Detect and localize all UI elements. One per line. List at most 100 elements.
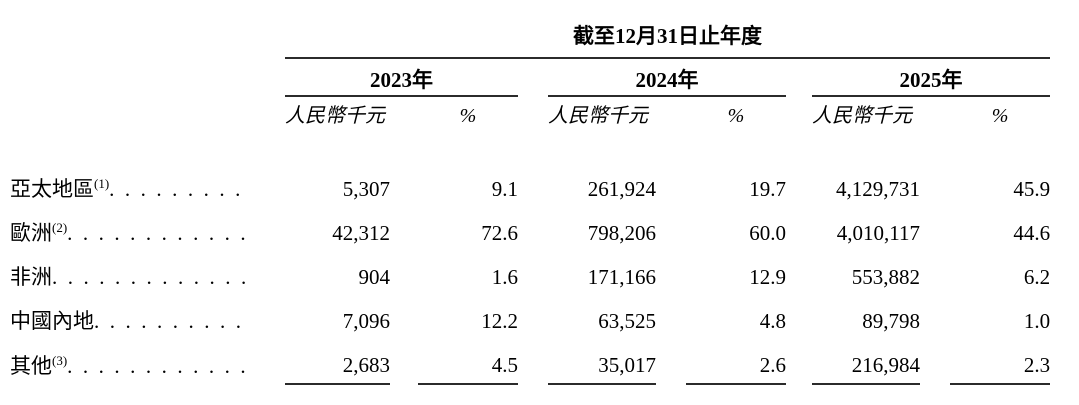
- row-label: 合計: [0, 384, 285, 405]
- dot-leader: [67, 222, 249, 245]
- row-label: 中國內地: [0, 295, 285, 339]
- column-gap: [920, 96, 950, 129]
- column-gap: [656, 384, 686, 405]
- subheader-row: 人民幣千元 % 人民幣千元 % 人民幣千元 %: [0, 96, 1079, 129]
- amount-2025: 216,984: [812, 339, 920, 385]
- column-gap: [518, 207, 548, 251]
- amount-2025: 4,129,731: [836, 176, 920, 201]
- column-gap: [786, 163, 812, 207]
- region-name: 歐洲: [10, 220, 52, 245]
- column-gap: [518, 384, 548, 405]
- column-gap: [390, 251, 418, 295]
- year-header-row: 2023年 2024年 2025年: [0, 58, 1079, 97]
- percent-header-2025: %: [991, 105, 1009, 127]
- empty-cell: [1050, 0, 1079, 58]
- table-row-others: 其他(3) 2,683 4.5 35,017 2.6 216,984 2.3: [0, 339, 1079, 385]
- column-gap: [786, 58, 812, 96]
- dot-leader: [94, 310, 249, 333]
- column-gap: [390, 163, 418, 207]
- column-gap: [786, 339, 812, 384]
- column-gap: [390, 295, 418, 339]
- year-header-2023: 2023年: [285, 58, 518, 97]
- column-gap: [920, 339, 950, 384]
- total-amount-2024: 1,329,838: [548, 384, 656, 405]
- total-percent-2024: 100.0: [686, 384, 786, 405]
- amount-2025: 553,882: [851, 264, 920, 289]
- column-gap: [656, 163, 686, 207]
- table-row-asia-pacific: 亞太地區(1) 5,307 9.1 261,924 19.7 4,129,731…: [0, 163, 1079, 207]
- column-gap: [920, 295, 950, 339]
- amount-2025: 89,798: [862, 308, 920, 333]
- row-label: 其他(3): [0, 339, 285, 384]
- empty-cell: [0, 58, 285, 96]
- empty-cell: [1050, 207, 1079, 251]
- amount-2023: 904: [358, 264, 391, 289]
- row-label: 歐洲(2): [0, 207, 285, 251]
- empty-cell: [1050, 295, 1079, 339]
- region-name: 非洲: [10, 264, 52, 289]
- percent-2025: 2.3: [950, 339, 1051, 385]
- column-gap: [656, 207, 686, 251]
- footnote-marker: (2): [52, 219, 68, 235]
- total-percent-2025: 100.0: [950, 384, 1051, 405]
- region-name: 中國內地: [10, 308, 94, 333]
- footnote-marker: (3): [52, 352, 68, 368]
- dot-leader: [52, 266, 249, 289]
- percent-2023: 12.2: [481, 308, 518, 333]
- percent-2024: 19.7: [749, 176, 786, 201]
- column-gap: [518, 295, 548, 339]
- unit-header-2025: 人民幣千元: [812, 105, 912, 127]
- column-gap: [656, 251, 686, 295]
- column-gap: [786, 295, 812, 339]
- empty-cell: [1050, 163, 1079, 207]
- percent-2025: 1.0: [1023, 308, 1051, 333]
- amount-2025: 4,010,117: [836, 220, 920, 245]
- region-name: 其他: [10, 353, 52, 378]
- column-gap: [920, 251, 950, 295]
- unit-header-2024: 人民幣千元: [548, 105, 648, 127]
- percent-2023: 72.6: [481, 220, 518, 245]
- amount-2023: 7,096: [342, 308, 390, 333]
- total-amount-2023: 58,302: [285, 384, 390, 405]
- amount-2023: 5,307: [342, 176, 390, 201]
- percent-2024: 12.9: [749, 264, 786, 289]
- year-header-2025: 2025年: [812, 58, 1051, 97]
- period-header-row: 截至12月31日止年度: [0, 0, 1079, 59]
- dot-leader: [109, 178, 249, 201]
- percent-2025: 44.6: [1013, 220, 1051, 245]
- column-gap: [920, 384, 950, 405]
- row-label: 亞太地區(1): [0, 163, 285, 207]
- empty-cell: [0, 129, 1079, 163]
- column-gap: [786, 96, 812, 129]
- dot-leader: [67, 355, 249, 378]
- column-gap: [518, 339, 548, 384]
- table-row-mainland-china: 中國內地 7,096 12.2 63,525 4.8 89,798 1.0: [0, 295, 1079, 339]
- column-gap: [786, 251, 812, 295]
- column-gap: [390, 96, 418, 129]
- column-gap: [390, 339, 418, 384]
- column-gap: [518, 96, 548, 129]
- empty-cell: [1050, 251, 1079, 295]
- table-row-total: 合計 58,302 100.0 1,329,838 100.0 9,000,51…: [0, 384, 1079, 405]
- unit-header-2023: 人民幣千元: [285, 105, 385, 127]
- column-gap: [656, 295, 686, 339]
- total-amount-2025: 9,000,512: [812, 384, 920, 405]
- percent-2023: 4.5: [418, 339, 518, 385]
- column-gap: [518, 251, 548, 295]
- amount-2024: 798,206: [587, 220, 656, 245]
- percent-2025: 45.9: [1013, 176, 1051, 201]
- percent-header-2024: %: [727, 105, 745, 127]
- percent-2024: 60.0: [749, 220, 786, 245]
- empty-cell: [1050, 339, 1079, 384]
- percent-2024: 4.8: [759, 308, 786, 333]
- empty-cell: [1050, 58, 1079, 96]
- footnote-marker: (1): [94, 175, 110, 191]
- empty-cell: [0, 96, 285, 129]
- table-row-europe: 歐洲(2) 42,312 72.6 798,206 60.0 4,010,117…: [0, 207, 1079, 251]
- period-title: 截至12月31日止年度: [285, 0, 1051, 59]
- row-label: 非洲: [0, 251, 285, 295]
- amount-2024: 261,924: [587, 176, 656, 201]
- amount-2024: 63,525: [598, 308, 656, 333]
- percent-2025: 6.2: [1023, 264, 1051, 289]
